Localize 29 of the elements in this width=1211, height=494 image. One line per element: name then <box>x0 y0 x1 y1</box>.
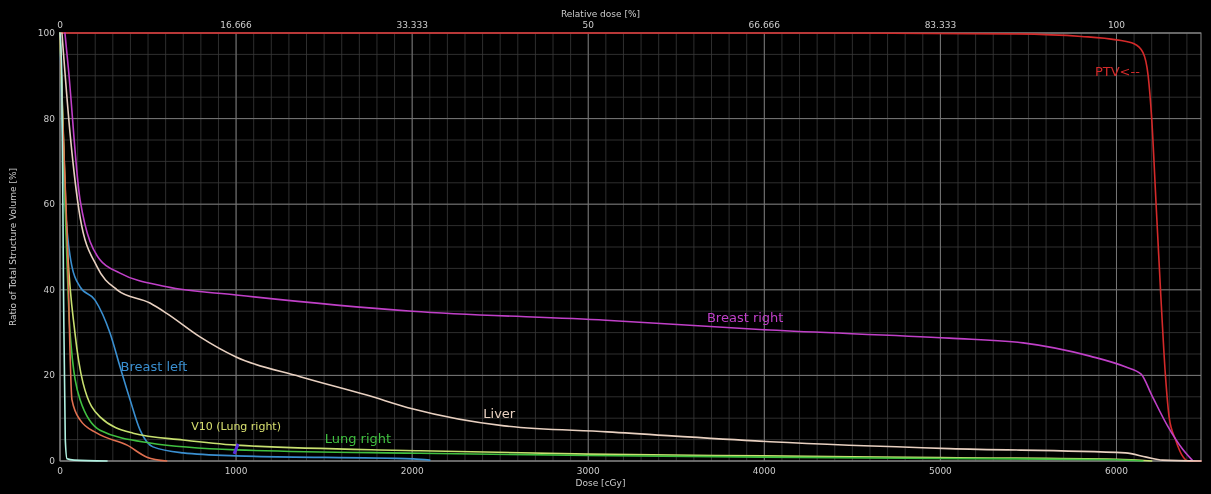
y-tick-label: 0 <box>49 456 56 466</box>
y-tick-label: 100 <box>37 28 56 38</box>
series-label: Liver <box>483 406 516 422</box>
x2-tick-label: 83.333 <box>924 20 957 30</box>
x2-axis-title: Relative dose [%] <box>560 9 641 19</box>
x2-tick-label: 16.666 <box>220 20 253 30</box>
x-tick-label: 1000 <box>224 466 248 476</box>
series-label: Breast left <box>120 359 188 375</box>
x-tick-label: 3000 <box>576 466 600 476</box>
x-tick-label: 6000 <box>1105 466 1129 476</box>
x-tick-label: 4000 <box>752 466 777 476</box>
y-axis-title: Ratio of Total Structure Volume [%] <box>8 167 18 327</box>
y-tick-label: 60 <box>43 199 56 210</box>
x-tick-label: 0 <box>57 466 64 476</box>
series-label: PTV<-- <box>1094 63 1141 79</box>
series-label: Breast right <box>706 309 784 325</box>
x-tick-label: 2000 <box>400 466 424 476</box>
x-tick-label: 5000 <box>928 466 953 476</box>
x2-tick-label: 0 <box>57 20 64 30</box>
y-tick-label: 20 <box>43 370 56 381</box>
x2-tick-label: 100 <box>1107 20 1126 30</box>
series-label: Lung right <box>324 431 392 447</box>
x2-tick-label: 66.666 <box>748 20 781 30</box>
annotation: V10 (Lung right) <box>191 419 281 433</box>
x2-tick-label: 50 <box>582 20 595 30</box>
x-axis-title: Dose [cGy] <box>575 478 626 488</box>
y-tick-label: 80 <box>43 113 56 124</box>
x2-tick-label: 33.333 <box>396 20 428 30</box>
y-tick-label: 40 <box>43 284 56 295</box>
